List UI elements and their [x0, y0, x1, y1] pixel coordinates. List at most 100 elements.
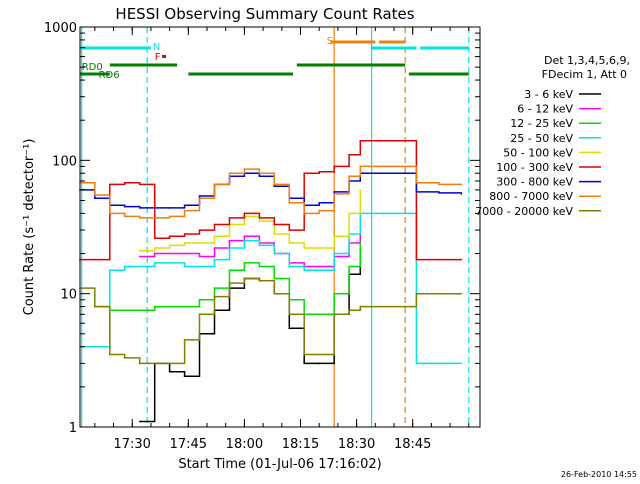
series-8-point-5 [153, 362, 156, 365]
series-8-point-17 [333, 313, 336, 316]
series-8-point-10 [228, 282, 231, 284]
series-8-point-14 [288, 313, 291, 316]
x-tick-label-1: 17:45 [170, 437, 207, 452]
series-5-point-15 [303, 172, 306, 175]
series-8-point-16 [318, 353, 321, 356]
series-4-point-4 [198, 242, 201, 244]
series-1-point-0 [138, 255, 141, 258]
series-5-point-8 [198, 229, 201, 231]
series-8-point-21 [438, 292, 440, 295]
series-0-point-0 [138, 420, 141, 423]
y-tick-label-2: 100 [52, 154, 77, 169]
series-8-point-18 [348, 309, 350, 312]
series-2-point-4 [153, 305, 156, 308]
series-1-point-12 [318, 265, 321, 268]
series-4-point-8 [258, 220, 261, 222]
series-4-point-2 [168, 244, 171, 247]
series-2-point-11 [258, 265, 261, 268]
series-8-point-13 [273, 292, 276, 295]
series-2-point-9 [228, 269, 231, 272]
series-7-point-2 [109, 212, 111, 215]
footer-timestamp: 26-Feb-2010 14:55 [561, 470, 637, 479]
series-4-point-12 [318, 247, 321, 249]
series-7-point-16 [318, 209, 321, 212]
series-7-point-1 [94, 194, 96, 196]
series-3-point-12 [258, 244, 261, 247]
series-7-point-7 [183, 209, 186, 212]
series-3-point-2 [109, 269, 111, 272]
y-tick-label-1: 10 [60, 288, 77, 303]
series-8-point-4 [138, 362, 141, 365]
annotation-rd0: RD0 [82, 62, 103, 73]
series-7-point-10 [228, 172, 231, 175]
series-2-point-16 [333, 292, 336, 295]
series-8-point-12 [258, 279, 261, 282]
series-3-point-21 [438, 362, 440, 365]
series-5 [79, 140, 463, 261]
series-5-point-13 [273, 223, 276, 226]
series-5-point-17 [333, 165, 336, 168]
x-tick-label-5: 18:45 [394, 437, 431, 452]
series-7-point-20 [415, 181, 418, 184]
series-5-point-5 [153, 237, 156, 240]
series-line-8 [79, 277, 462, 365]
series-5-point-4 [138, 183, 141, 186]
series-6-point-16 [318, 202, 321, 204]
series-2 [94, 242, 362, 316]
series-3-point-10 [228, 247, 231, 249]
series-5-point-16 [318, 171, 321, 173]
series-6-point-22 [460, 193, 463, 195]
series-4-point-0 [138, 249, 141, 252]
series-6-point-3 [123, 205, 126, 208]
series-4-point-14 [348, 212, 350, 215]
x-tick-label-3: 18:15 [282, 437, 319, 452]
annotation-f: F [155, 52, 161, 63]
series-3-point-9 [213, 258, 216, 261]
series-2-point-7 [198, 299, 201, 301]
series-3-point-16 [318, 269, 321, 272]
series-6-point-20 [415, 191, 418, 193]
series-6-point-8 [198, 195, 201, 197]
series-2-point-15 [318, 313, 321, 316]
series-5-point-1 [94, 258, 96, 261]
series-6-point-1 [94, 197, 96, 199]
series-5-point-7 [183, 233, 186, 235]
series-7-point-3 [123, 215, 126, 218]
series-7-point-17 [333, 193, 336, 195]
series-3-point-11 [243, 239, 246, 242]
series-3-point-5 [153, 262, 156, 264]
series-7-point-19 [359, 165, 362, 168]
series-6-point-4 [138, 207, 141, 209]
series-7-point-11 [243, 168, 246, 170]
series-5-point-21 [438, 258, 440, 261]
series-3-point-14 [288, 265, 291, 268]
series-8-point-8 [198, 313, 201, 316]
series-8-point-9 [213, 295, 216, 298]
series-5-point-18 [348, 154, 350, 156]
series-6-point-12 [258, 175, 261, 177]
series-5-point-6 [168, 235, 171, 237]
series-line-7 [79, 165, 462, 219]
series-5-point-12 [258, 217, 261, 219]
legend-label-5: 100 - 300 keV [496, 161, 573, 174]
series-0-point-12 [318, 362, 321, 365]
annotation-n: N [153, 42, 160, 53]
chart-title: HESSI Observing Summary Count Rates [115, 5, 414, 23]
series-7-point-4 [138, 217, 141, 219]
y-axis-label: Count Rate (s⁻¹ detector⁻¹) [22, 139, 37, 316]
series-7-point-21 [438, 183, 440, 186]
series-1-point-5 [213, 247, 216, 249]
series-8-point-15 [303, 353, 306, 356]
legend-label-6: 300 - 800 keV [496, 176, 573, 189]
series-4-point-1 [153, 247, 156, 249]
legend-label-7: 800 - 7000 keV [489, 190, 573, 203]
series-7-point-18 [348, 175, 350, 177]
series-5-point-11 [243, 212, 246, 215]
series-1-point-3 [183, 252, 186, 255]
series-8-point-2 [109, 353, 111, 356]
series-3-point-20 [415, 362, 418, 365]
plot-frame [79, 26, 481, 428]
